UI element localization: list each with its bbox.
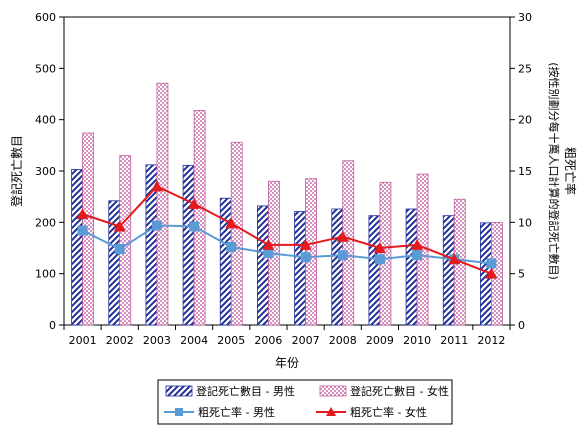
bar-male-2007: [294, 211, 306, 326]
lines-layer: [76, 180, 498, 279]
legend-swatch-female-deaths: [319, 385, 347, 397]
bar-female-2004: [193, 110, 206, 326]
right-tick-label: 5: [518, 268, 525, 281]
bar-male-2006: [257, 205, 269, 326]
x-tick-label-2007: 2007: [292, 334, 320, 347]
right-tick-label: 25: [518, 62, 532, 75]
point-female-rate-2002: [113, 220, 126, 232]
legend-label-male-deaths: 登記死亡數目 - 男性: [196, 384, 295, 398]
point-female-rate-2003: [150, 180, 163, 192]
left-axis-title: 登記死亡數目: [9, 135, 24, 207]
bar-male-2001: [71, 169, 83, 326]
x-tick-label-2005: 2005: [217, 334, 245, 347]
right-axis-subtitle: (按性別劃分每十萬人口計算的登記死亡數目): [547, 62, 561, 280]
left-tick-label: 600: [35, 11, 56, 24]
left-tick-label: 100: [35, 268, 56, 281]
legend-box: [157, 379, 453, 425]
x-tick-label-2006: 2006: [254, 334, 282, 347]
x-tick-label-2010: 2010: [403, 334, 431, 347]
right-tick-label: 30: [518, 11, 532, 24]
bars-layer: [71, 82, 503, 326]
bar-male-2008: [331, 208, 344, 326]
point-female-rate-2010: [411, 238, 424, 250]
legend-label-female-deaths: 登記死亡數目 - 女性: [350, 384, 449, 398]
line-female-rate: [82, 185, 492, 275]
line-male-rate: [82, 224, 492, 265]
x-tick-label-2003: 2003: [143, 334, 171, 347]
x-tick-label-2012: 2012: [477, 334, 505, 347]
point-male-rate-2004: [189, 221, 200, 232]
right-tick-label: 10: [518, 216, 532, 229]
right-axis-title: 粗死亡率: [563, 147, 578, 195]
point-male-rate-2005: [226, 241, 237, 252]
x-tick-label-2011: 2011: [440, 334, 468, 347]
bar-male-2002: [108, 200, 121, 326]
point-female-rate-2001: [76, 208, 89, 220]
legend: 登記死亡數目 - 男性 登記死亡數目 - 女性 粗死亡率 - 男性 粗死亡率 -…: [157, 379, 453, 425]
right-tick-label: 15: [518, 165, 532, 178]
point-female-rate-2004: [188, 197, 201, 209]
bar-female-2007: [305, 178, 317, 326]
right-tick-label: 20: [518, 114, 532, 127]
point-female-rate-2012: [485, 267, 498, 279]
bar-male-2005: [219, 197, 232, 326]
legend-label-female-rate: 粗死亡率 - 女性: [350, 405, 427, 419]
point-male-rate-2003: [151, 220, 162, 231]
point-female-rate-2007: [299, 238, 312, 250]
point-male-rate-2001: [77, 225, 88, 236]
point-female-rate-2005: [225, 217, 238, 229]
left-tick-label: 300: [35, 165, 56, 178]
left-tick-label: 500: [35, 62, 56, 75]
x-tick-label-2004: 2004: [180, 334, 208, 347]
right-tick-label: 0: [518, 319, 525, 332]
point-male-rate-2007: [300, 252, 311, 263]
point-female-rate-2009: [373, 242, 386, 253]
point-male-rate-2010: [412, 250, 423, 261]
bar-female-2005: [230, 141, 243, 326]
x-tick-label-2002: 2002: [106, 334, 134, 347]
x-tick-label-2009: 2009: [366, 334, 394, 347]
x-tick-label-2008: 2008: [329, 334, 357, 347]
left-tick-label: 400: [35, 114, 56, 127]
legend-swatch-male-deaths: [165, 385, 193, 397]
bar-male-2010: [405, 208, 418, 326]
point-female-rate-2006: [262, 238, 275, 250]
point-male-rate-2006: [263, 248, 274, 259]
left-tick-label: 0: [49, 319, 56, 332]
point-female-rate-2011: [448, 253, 461, 265]
point-male-rate-2009: [374, 254, 385, 265]
bar-male-2004: [182, 164, 195, 326]
x-axis-title: 年份: [275, 356, 299, 370]
bar-male-2011: [442, 215, 455, 326]
legend-marker-male-rate: [175, 408, 183, 416]
bar-male-2009: [368, 215, 381, 326]
x-tick-label-2001: 2001: [69, 334, 97, 347]
legend-label-male-rate: 粗死亡率 - 男性: [198, 405, 275, 419]
legend-marker-female-rate: [326, 407, 336, 416]
point-male-rate-2012: [486, 258, 497, 269]
bar-female-2003: [156, 82, 169, 326]
bar-female-2009: [379, 181, 392, 326]
bar-female-2002: [119, 155, 132, 326]
bar-female-2008: [342, 160, 355, 326]
point-male-rate-2008: [337, 250, 348, 261]
point-male-rate-2002: [114, 244, 125, 255]
left-tick-label: 200: [35, 216, 56, 229]
ticks-layer: 0 100 200 300 400 500 600 0 5 10 15 20 25 30 2001 2002 2…: [35, 11, 532, 347]
point-female-rate-2008: [336, 230, 349, 242]
